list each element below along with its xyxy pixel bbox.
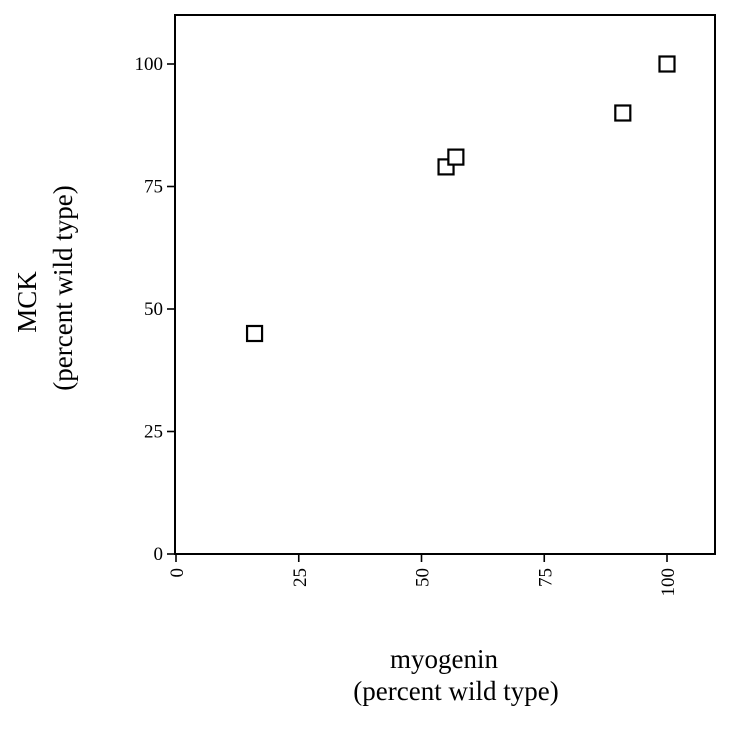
y-tick-label: 75 <box>144 177 163 198</box>
x-axis-title-line-1: myogenin <box>390 644 498 674</box>
x-axis-ticks: 0 25 50 75 100 <box>167 554 679 597</box>
y-tick-label: 50 <box>144 299 163 320</box>
x-tick-label: 0 <box>167 568 188 578</box>
data-points <box>245 55 676 343</box>
data-point-square <box>447 148 465 166</box>
y-axis-ticks: 0 25 50 75 100 <box>135 54 175 565</box>
data-point-square <box>245 324 264 343</box>
y-tick-label: 25 <box>144 422 163 443</box>
plot-frame <box>174 14 716 555</box>
x-axis-title-line-2: (percent wild type) <box>353 676 558 706</box>
y-axis-title-line-1: MCK <box>12 271 42 333</box>
x-tick-label: 50 <box>413 568 434 587</box>
x-tick-label: 100 <box>658 568 679 597</box>
y-tick-label: 0 <box>154 544 164 565</box>
y-axis-title-line-2: (percent wild type) <box>48 185 78 390</box>
axes <box>174 14 716 555</box>
data-point-square <box>614 104 632 122</box>
y-tick-label: 100 <box>135 54 164 75</box>
data-point-square <box>658 55 676 73</box>
x-tick-label: 25 <box>290 568 311 587</box>
x-tick-label: 75 <box>535 568 556 587</box>
